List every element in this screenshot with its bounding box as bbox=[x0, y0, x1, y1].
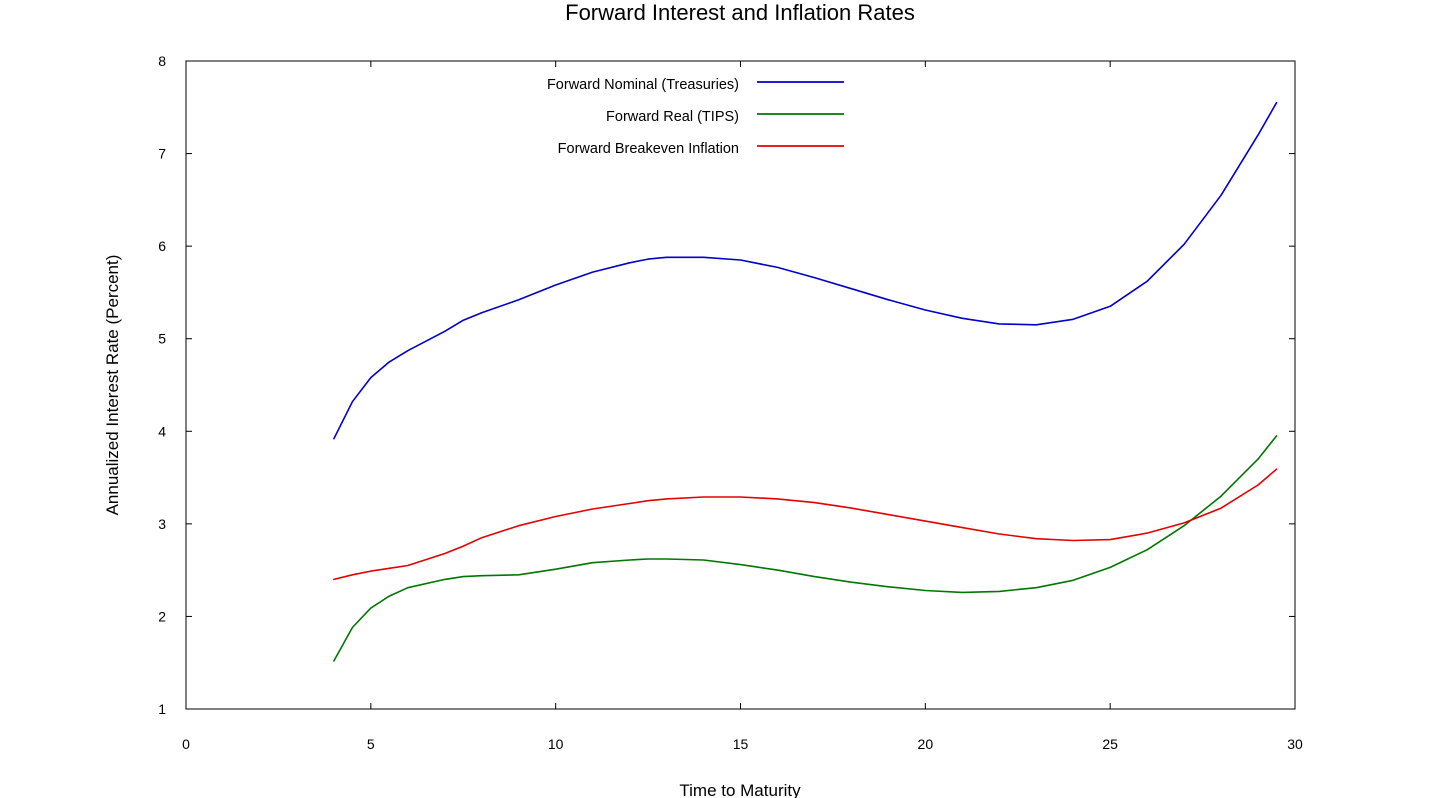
y-tick-label: 5 bbox=[158, 331, 166, 347]
y-axis-title: Annualized Interest Rate (Percent) bbox=[103, 255, 122, 516]
plot-frame bbox=[185, 60, 1296, 710]
chart-title: Forward Interest and Inflation Rates bbox=[565, 0, 915, 25]
x-tick-label: 5 bbox=[367, 736, 375, 752]
y-tick-label: 4 bbox=[158, 423, 166, 439]
y-tick-label: 2 bbox=[158, 608, 166, 624]
series-line-3 bbox=[333, 468, 1278, 581]
legend: Forward Nominal (Treasuries) Forward Real… bbox=[547, 77, 844, 157]
y-tick-label: 6 bbox=[158, 238, 166, 254]
x-tick-label: 20 bbox=[918, 736, 934, 752]
x-tick-label: 30 bbox=[1287, 736, 1303, 752]
y-tick-label: 3 bbox=[158, 516, 166, 532]
legend-label: Forward Real (TIPS) bbox=[606, 109, 739, 125]
x-tick-label: 15 bbox=[733, 736, 749, 752]
legend-label: Forward Breakeven Inflation bbox=[558, 141, 739, 157]
series-line-2 bbox=[333, 435, 1278, 662]
series-layer bbox=[333, 101, 1278, 662]
legend-label: Forward Nominal (Treasuries) bbox=[547, 77, 739, 93]
y-tick-label: 1 bbox=[158, 701, 166, 717]
x-tick-label: 10 bbox=[548, 736, 564, 752]
y-tick-label: 8 bbox=[158, 53, 166, 69]
y-tick-label: 7 bbox=[158, 146, 166, 162]
x-axis-title: Time to Maturity bbox=[679, 781, 801, 798]
x-tick-label: 25 bbox=[1102, 736, 1118, 752]
series-line-1 bbox=[333, 101, 1278, 440]
x-tick-label: 0 bbox=[182, 736, 190, 752]
